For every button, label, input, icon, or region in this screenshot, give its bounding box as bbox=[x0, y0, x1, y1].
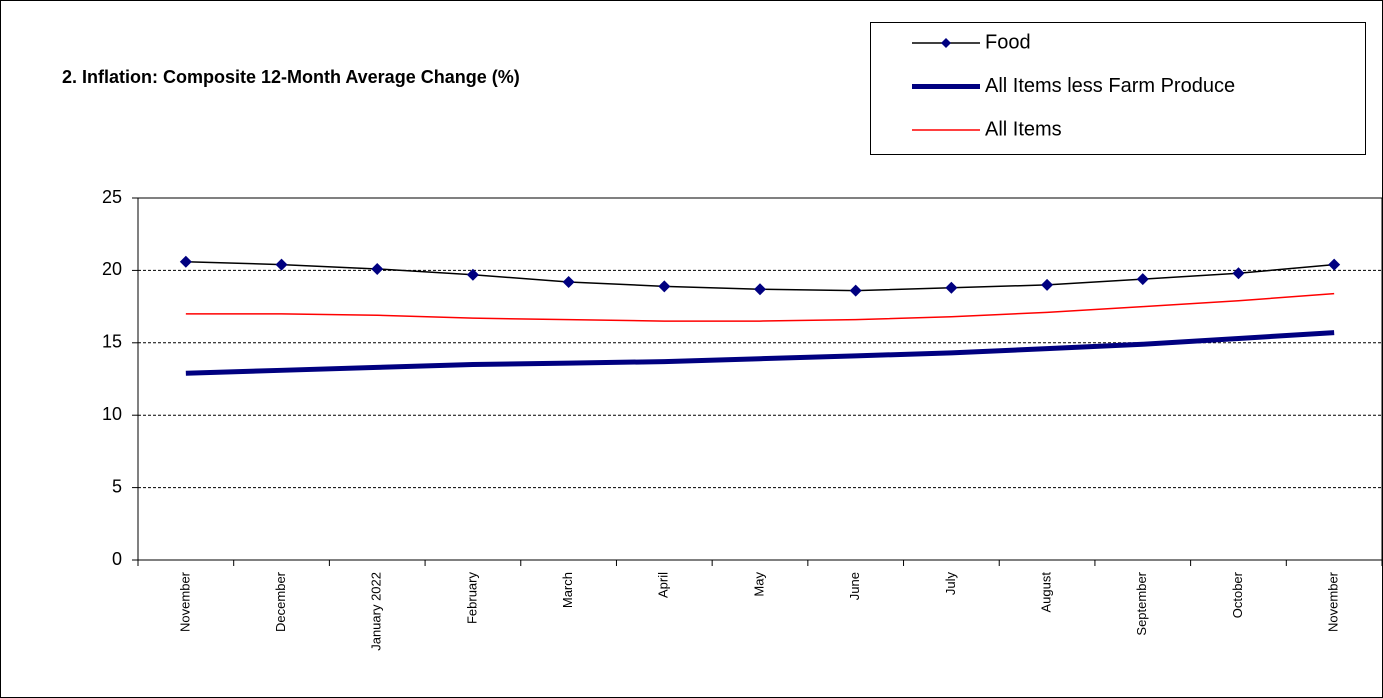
marker bbox=[1041, 278, 1054, 291]
x-tick-label: January 2022 bbox=[369, 572, 384, 651]
marker bbox=[275, 258, 288, 271]
x-tick-label: May bbox=[751, 572, 766, 597]
series-line bbox=[185, 330, 1335, 376]
x-tick-label: December bbox=[273, 571, 288, 632]
marker bbox=[658, 280, 671, 293]
marker bbox=[466, 268, 479, 281]
marker bbox=[562, 275, 575, 288]
x-tick-label: March bbox=[560, 572, 575, 608]
x-tick-label: July bbox=[943, 572, 958, 596]
x-tick-label: November bbox=[1326, 571, 1341, 632]
y-tick-label: 0 bbox=[112, 549, 122, 569]
x-tick-label: June bbox=[847, 572, 862, 600]
marker bbox=[849, 284, 862, 297]
y-tick-label: 10 bbox=[102, 404, 122, 424]
legend-label: All Items less Farm Produce bbox=[985, 75, 1235, 97]
y-tick-label: 25 bbox=[102, 187, 122, 207]
x-tick-label: November bbox=[177, 571, 192, 632]
x-tick-label: September bbox=[1134, 571, 1149, 635]
y-tick-label: 5 bbox=[112, 476, 122, 496]
legend-label: All Items bbox=[985, 118, 1062, 140]
marker bbox=[945, 281, 958, 294]
marker bbox=[754, 283, 766, 296]
legend-label: Food bbox=[985, 31, 1031, 53]
x-tick-label: February bbox=[464, 572, 479, 625]
y-tick-label: 20 bbox=[102, 259, 122, 279]
series-line bbox=[185, 292, 1335, 322]
legend-marker bbox=[941, 38, 951, 48]
marker bbox=[179, 255, 192, 268]
plot-area bbox=[137, 197, 1383, 561]
marker bbox=[1232, 267, 1245, 280]
x-tick-label: April bbox=[656, 572, 671, 598]
x-tick-label: August bbox=[1039, 572, 1054, 613]
marker bbox=[1328, 258, 1341, 271]
marker bbox=[1136, 273, 1149, 286]
x-tick-label: October bbox=[1230, 571, 1245, 618]
chart-title: 2. Inflation: Composite 12-Month Average… bbox=[62, 67, 520, 87]
marker bbox=[371, 262, 384, 275]
y-tick-label: 15 bbox=[102, 332, 122, 352]
